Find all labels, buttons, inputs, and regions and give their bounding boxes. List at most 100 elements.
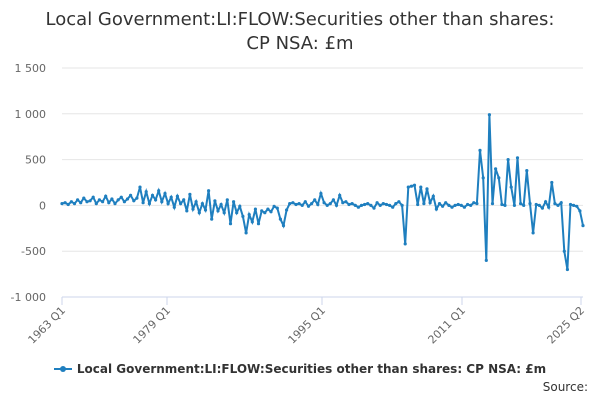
data-point[interactable] <box>359 203 364 207</box>
data-point[interactable] <box>500 202 504 207</box>
data-point[interactable] <box>147 202 151 206</box>
data-point[interactable] <box>132 199 136 203</box>
data-point[interactable] <box>356 205 360 209</box>
data-point[interactable] <box>232 200 236 204</box>
data-point[interactable] <box>85 200 89 204</box>
data-point[interactable] <box>572 203 576 207</box>
data-point[interactable] <box>185 209 189 213</box>
data-point[interactable] <box>581 224 585 228</box>
data-point[interactable] <box>428 201 432 205</box>
data-point[interactable] <box>210 217 214 221</box>
data-point[interactable] <box>515 156 520 160</box>
data-point[interactable] <box>522 203 526 207</box>
data-point[interactable] <box>419 185 423 189</box>
data-point[interactable] <box>391 205 395 209</box>
data-point[interactable] <box>316 202 320 207</box>
data-point[interactable] <box>163 191 167 196</box>
data-point[interactable] <box>319 191 323 196</box>
data-point[interactable] <box>537 203 541 207</box>
data-point[interactable] <box>263 211 267 215</box>
data-point[interactable] <box>256 222 261 226</box>
data-point[interactable] <box>325 203 329 207</box>
data-point[interactable] <box>125 197 130 201</box>
data-point[interactable] <box>397 200 401 204</box>
data-point[interactable] <box>475 202 479 206</box>
data-point[interactable] <box>104 194 108 198</box>
data-point[interactable] <box>322 201 326 205</box>
data-point[interactable] <box>116 198 120 202</box>
data-point[interactable] <box>82 196 86 200</box>
data-point[interactable] <box>154 198 158 202</box>
data-point[interactable] <box>406 185 410 189</box>
data-point[interactable] <box>160 200 164 204</box>
data-point[interactable] <box>503 203 507 207</box>
data-point[interactable] <box>260 209 264 213</box>
data-point[interactable] <box>60 202 64 206</box>
data-point[interactable] <box>278 217 282 221</box>
data-point[interactable] <box>235 211 239 215</box>
data-point[interactable] <box>203 208 208 212</box>
data-point[interactable] <box>431 194 435 198</box>
data-point[interactable] <box>179 202 183 206</box>
data-point[interactable] <box>400 203 404 207</box>
data-point[interactable] <box>119 195 123 199</box>
data-point[interactable] <box>466 202 470 207</box>
data-point[interactable] <box>328 202 332 206</box>
data-point[interactable] <box>403 242 407 246</box>
data-point[interactable] <box>384 202 389 207</box>
data-point[interactable] <box>344 200 348 204</box>
data-point[interactable] <box>484 258 488 262</box>
data-point[interactable] <box>303 200 307 204</box>
data-point[interactable] <box>544 200 548 204</box>
data-point[interactable] <box>157 189 161 193</box>
data-point[interactable] <box>556 203 560 207</box>
data-point[interactable] <box>275 206 279 210</box>
data-point[interactable] <box>141 201 145 205</box>
data-point[interactable] <box>394 202 398 206</box>
data-point[interactable] <box>481 176 485 180</box>
data-point[interactable] <box>372 206 376 210</box>
data-point[interactable] <box>253 207 257 211</box>
data-point[interactable] <box>447 203 451 207</box>
data-point[interactable] <box>528 202 532 206</box>
data-point[interactable] <box>291 201 295 205</box>
data-point[interactable] <box>434 207 438 211</box>
data-point[interactable] <box>575 204 579 208</box>
data-point[interactable] <box>150 193 155 197</box>
data-point[interactable] <box>494 167 498 171</box>
data-point[interactable] <box>350 202 354 206</box>
data-point[interactable] <box>63 201 67 205</box>
data-point[interactable] <box>422 202 426 206</box>
data-point[interactable] <box>559 201 563 205</box>
data-point[interactable] <box>200 202 204 206</box>
data-point[interactable] <box>509 185 513 189</box>
data-point[interactable] <box>347 202 351 207</box>
data-point[interactable] <box>169 195 173 199</box>
data-point[interactable] <box>469 203 473 207</box>
data-point[interactable] <box>207 189 211 193</box>
data-point[interactable] <box>425 187 429 191</box>
data-point[interactable] <box>519 202 523 206</box>
data-point[interactable] <box>144 190 148 194</box>
data-point[interactable] <box>110 197 114 201</box>
data-point[interactable] <box>272 204 276 208</box>
data-point[interactable] <box>247 213 251 217</box>
data-point[interactable] <box>244 231 248 235</box>
data-point[interactable] <box>578 209 582 213</box>
data-point[interactable] <box>553 202 557 206</box>
data-point[interactable] <box>94 202 98 206</box>
data-point[interactable] <box>412 183 417 187</box>
data-point[interactable] <box>547 205 551 209</box>
data-point[interactable] <box>378 203 382 207</box>
data-point[interactable] <box>353 203 357 207</box>
data-point[interactable] <box>222 211 226 215</box>
data-point[interactable] <box>310 202 314 206</box>
data-point[interactable] <box>459 203 463 207</box>
data-point[interactable] <box>91 195 95 199</box>
legend[interactable]: Local Government:LI:FLOW:Securities othe… <box>0 362 600 376</box>
data-point[interactable] <box>288 202 292 206</box>
data-point[interactable] <box>313 198 317 202</box>
data-point[interactable] <box>375 201 379 205</box>
data-point[interactable] <box>216 209 220 213</box>
data-point[interactable] <box>122 200 126 204</box>
